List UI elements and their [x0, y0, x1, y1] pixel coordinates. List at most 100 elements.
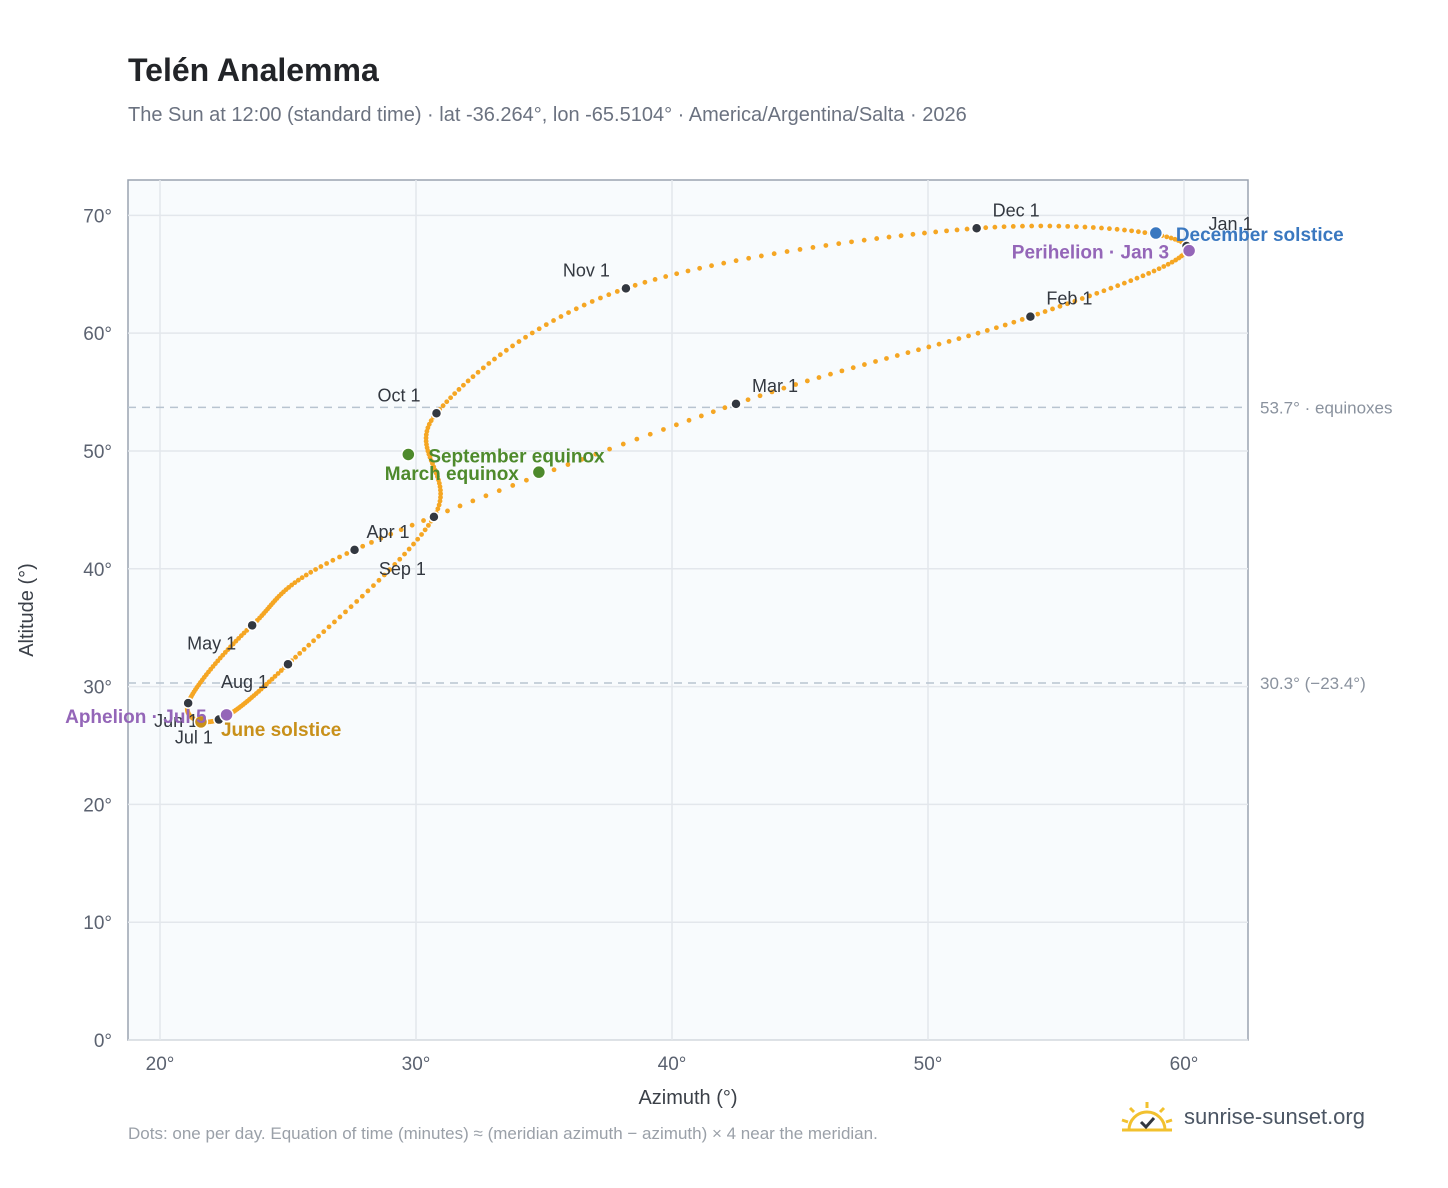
y-tick-label: 0° [94, 1031, 112, 1052]
daily-sun-dot [415, 536, 421, 542]
sun-icon [1121, 1102, 1173, 1132]
daily-sun-dot [1115, 283, 1121, 289]
daily-sun-dot [573, 306, 579, 312]
daily-sun-dot [816, 375, 822, 380]
daily-sun-dot [1101, 288, 1107, 294]
month-marker [182, 697, 194, 709]
daily-sun-dot [297, 650, 303, 656]
daily-sun-dot [1002, 322, 1008, 328]
reference-lines: 53.7° · equinoxes 30.3° (−23.4°) [128, 398, 1393, 693]
x-tick-label: 20° [146, 1054, 175, 1075]
daily-sun-dot [465, 378, 471, 384]
daily-sun-dot [457, 503, 463, 509]
daily-sun-dot [781, 385, 787, 391]
brand[interactable]: sunrise-sunset.org [1120, 1100, 1365, 1134]
daily-sun-dot [1073, 224, 1079, 230]
daily-sun-dot [316, 633, 321, 639]
daily-sun-dot [1164, 234, 1170, 240]
daily-sun-dot [810, 245, 816, 250]
daily-sun-dot [966, 333, 971, 339]
daily-sun-dot [1169, 259, 1175, 265]
daily-sun-dot [898, 233, 904, 239]
daily-sun-dot [536, 326, 542, 332]
daily-sun-dot [272, 673, 278, 679]
daily-sun-dot [306, 642, 312, 648]
daily-sun-dot [1165, 261, 1171, 267]
daily-sun-dot [634, 436, 640, 442]
event-marker [401, 447, 416, 462]
daily-sun-dot [849, 239, 854, 245]
event-label: Perihelion · Jan 3 [1012, 243, 1169, 264]
daily-sun-dot [438, 487, 443, 493]
daily-sun-dot [1082, 224, 1088, 230]
daily-sun-dot [910, 231, 916, 237]
reference-line-label: 30.3° (−23.4°) [1260, 674, 1366, 693]
daily-sun-dot [674, 271, 680, 277]
daily-sun-dot [793, 382, 799, 387]
daily-sun-dot [437, 498, 443, 504]
month-label: Aug 1 [221, 672, 268, 692]
daily-sun-dot [348, 604, 354, 610]
daily-sun-dot [480, 365, 486, 371]
month-marker [430, 407, 443, 420]
daily-sun-dot [475, 369, 481, 375]
event-label: June solstice [221, 720, 341, 741]
daily-sun-dot [1050, 306, 1055, 312]
x-tick-label: 40° [658, 1054, 687, 1075]
event-marker [193, 714, 209, 730]
x-tick-label: 30° [402, 1054, 431, 1075]
daily-sun-dot [874, 236, 880, 241]
y-tick-label: 60° [83, 324, 112, 345]
month-label: Dec 1 [993, 200, 1040, 220]
daily-sun-dot [975, 330, 981, 336]
axes: 20° 30° 40° 50° 60° 0° 10° 20° 30° 40° 50° 60° 70° [83, 206, 1198, 1075]
month-marker [246, 619, 258, 632]
daily-sun-dot [551, 467, 557, 473]
daily-sun-dot [421, 518, 426, 523]
daily-sun-dot [444, 399, 450, 405]
daily-sun-dot [359, 593, 365, 599]
daily-sun-dot [1134, 275, 1140, 281]
daily-sun-dot [330, 557, 336, 563]
daily-sun-dot [1151, 268, 1157, 274]
daily-sun-dot [1019, 317, 1025, 322]
event-marker [1181, 243, 1197, 258]
daily-sun-dot [486, 361, 492, 366]
daily-sun-dot [757, 393, 763, 399]
daily-sun-dot [784, 249, 790, 254]
daily-sun-dot [426, 421, 432, 427]
event-label: Aphelion · Jul 5 [65, 707, 207, 728]
chart-subtitle: The Sun at 12:00 (standard time) · lat -… [128, 104, 967, 126]
daily-sun-dot [836, 241, 842, 247]
daily-sun-dot [873, 359, 878, 364]
month-marker [620, 282, 632, 295]
daily-sun-dot [607, 446, 612, 452]
daily-sun-dot [1035, 311, 1041, 317]
daily-sun-dot [1065, 223, 1071, 229]
daily-sun-dot [673, 422, 679, 428]
daily-sun-dot [483, 493, 489, 499]
daily-sun-dot [1047, 223, 1053, 229]
daily-sun-dot [1140, 273, 1146, 279]
month-label: Sep 1 [379, 559, 426, 579]
daily-sun-dot [295, 577, 301, 583]
daily-sun-dot [523, 334, 528, 340]
daily-sun-dot [438, 494, 443, 500]
daily-sun-dot [745, 397, 751, 403]
daily-sun-dot [697, 265, 703, 271]
daily-sun-dot [426, 522, 431, 528]
daily-sun-dot [936, 341, 942, 347]
daily-sun-dot [1038, 223, 1044, 229]
daily-sun-dot [409, 522, 415, 528]
daily-sun-dot [461, 382, 466, 388]
daily-sun-dot [1090, 225, 1096, 230]
daily-sun-dot [1065, 301, 1070, 307]
daily-sun-dot [411, 541, 416, 547]
daily-sun-dot [343, 609, 348, 615]
daily-sun-dot [1042, 309, 1048, 314]
daily-sun-dot [558, 314, 564, 319]
daily-sun-dot [428, 418, 434, 424]
daily-sun-dot [954, 227, 960, 233]
daily-sun-dot [620, 441, 626, 447]
